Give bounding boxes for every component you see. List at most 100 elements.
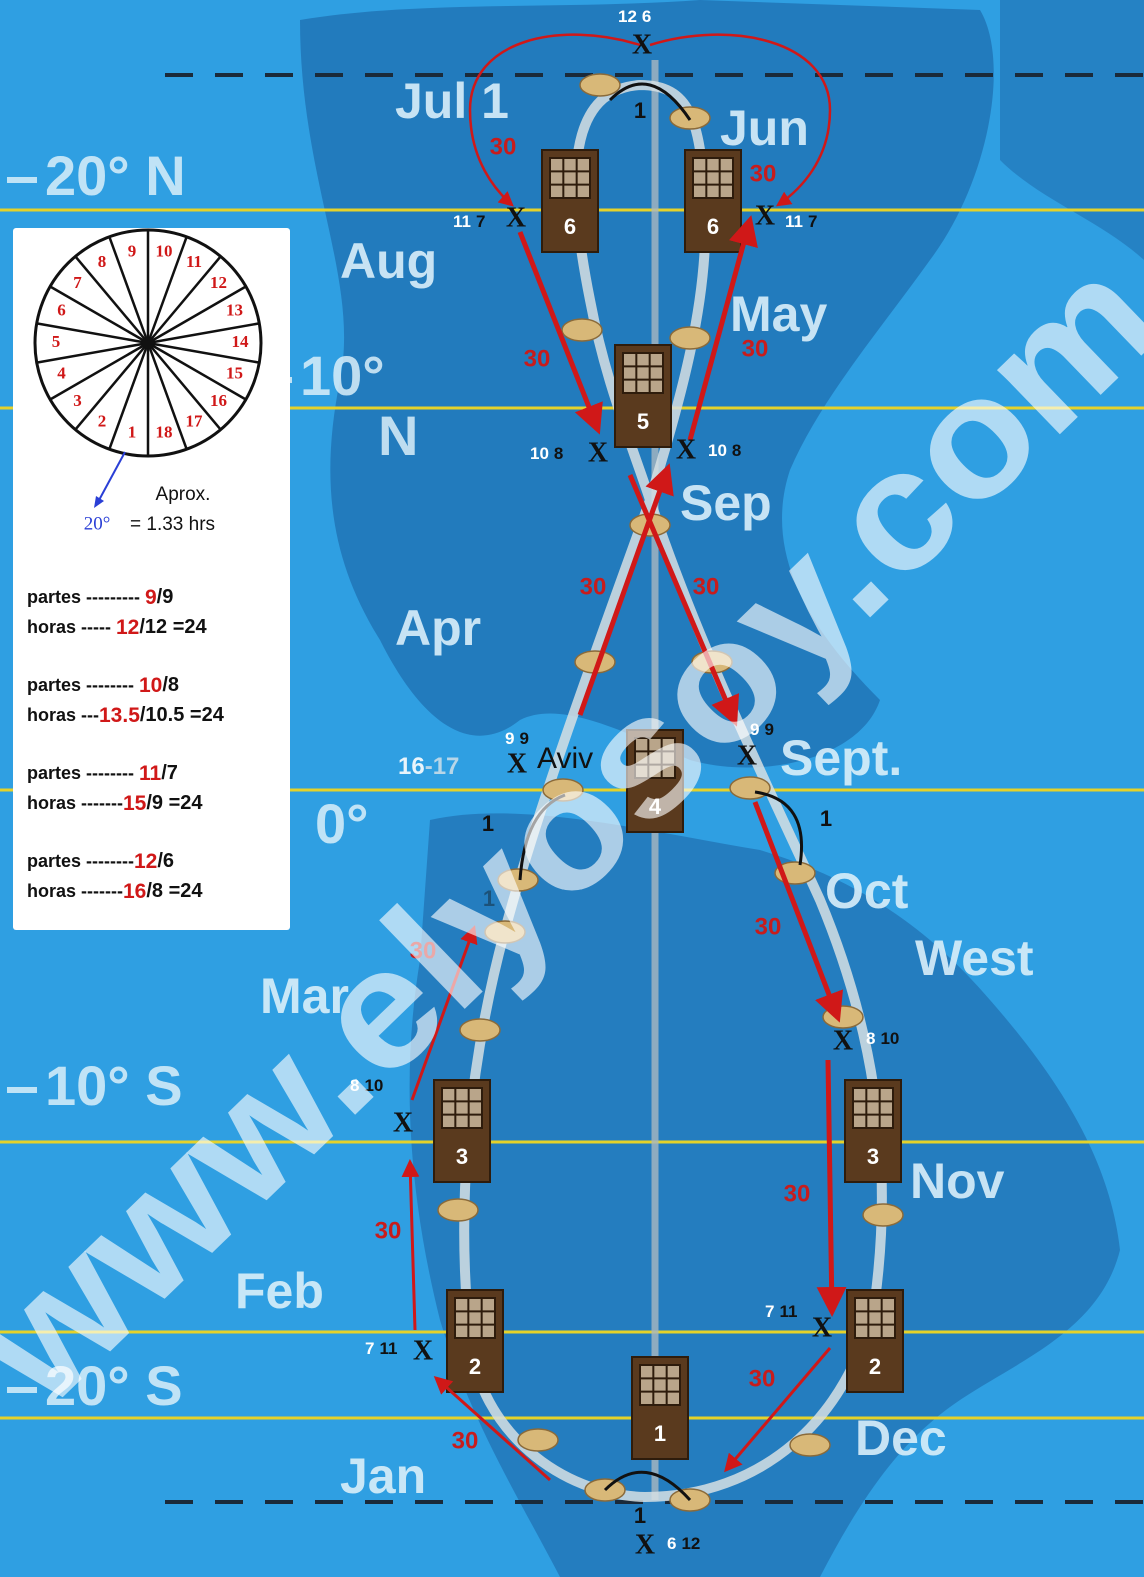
marker-oval	[580, 74, 620, 96]
x-mark: X	[635, 1529, 655, 1560]
x-label-first: 9	[505, 729, 514, 748]
latitude-label: N	[378, 404, 418, 467]
horas-rest: /10.5 =24	[140, 704, 225, 726]
door: 3	[845, 1080, 901, 1182]
wheel-number: 14	[232, 332, 250, 351]
marker-oval	[518, 1429, 558, 1451]
day-range: 16-17	[398, 753, 459, 780]
partes-line: partes --------12/6	[27, 850, 174, 873]
door-window	[693, 158, 733, 198]
month-label: May	[730, 286, 827, 342]
wheel-number: 5	[52, 332, 61, 351]
partes-red: 10	[139, 674, 162, 697]
x-mark-label: 8 10	[866, 1029, 899, 1048]
step-label: 1	[820, 806, 832, 831]
month-label: Sept.	[780, 730, 902, 786]
horas-line: horas ---13.5/10.5 =24	[27, 704, 225, 727]
horas-red: 12	[116, 616, 139, 639]
partes-red: 11	[139, 762, 162, 785]
day-range-start: 16	[398, 753, 425, 780]
diagram: 66543322120° N10°N0°10° S20° SJul 1JunAu…	[0, 0, 1144, 1577]
wheel-number: 10	[155, 241, 172, 260]
marker-oval	[863, 1204, 903, 1226]
wheel-number: 17	[186, 412, 204, 431]
door-window	[623, 353, 663, 393]
month-label: Aug	[340, 233, 437, 289]
door-number: 3	[867, 1144, 879, 1169]
partes-line: partes -------- 11/7	[27, 762, 178, 785]
x-label-second: 10	[880, 1029, 899, 1048]
x-label-second: 8	[554, 444, 563, 463]
month-label: Jun	[720, 100, 809, 156]
x-label-first: 7	[365, 1339, 374, 1358]
x-mark-label: 117	[785, 212, 817, 231]
x-label-second: 11	[779, 1302, 797, 1321]
x-mark: X	[755, 200, 775, 231]
degrees-label: 20°	[84, 513, 111, 534]
wheel-number: 4	[57, 363, 66, 382]
day-count: 30	[749, 1365, 776, 1392]
x-label-first: 10	[708, 441, 727, 460]
x-mark: X	[506, 202, 526, 233]
door-number: 2	[869, 1354, 881, 1379]
wheel-hub	[142, 337, 154, 349]
partes-label: partes --------	[27, 675, 139, 695]
x-mark: X	[632, 29, 652, 60]
partes-line: partes --------- 9/9	[27, 586, 173, 609]
day-count: 30	[524, 345, 551, 372]
x-mark-label: 108	[708, 441, 741, 460]
horas-line: horas -------16/8 =24	[27, 880, 203, 903]
door-number: 2	[469, 1354, 481, 1379]
day-range-end: -17	[425, 753, 460, 780]
x-label-first: 11	[453, 212, 471, 231]
x-label-first: 6	[667, 1534, 676, 1553]
day-count: 30	[755, 913, 782, 940]
horas-red: 15	[123, 792, 147, 815]
door-window	[640, 1365, 680, 1405]
horas-red: 16	[123, 880, 146, 903]
wheel-number: 13	[226, 300, 243, 319]
month-label: Dec	[855, 1410, 947, 1466]
door: 6	[542, 150, 598, 252]
x-label-second: 7	[476, 212, 485, 231]
x-label-first: 8	[866, 1029, 875, 1048]
door: 2	[447, 1290, 503, 1392]
latitude-label: 0°	[315, 792, 369, 855]
partes-label: partes ---------	[27, 587, 145, 607]
step-label: 1	[634, 1503, 646, 1528]
partes-rest: /7	[161, 762, 178, 784]
day-count: 30	[452, 1427, 479, 1454]
horas-line: horas ----- 12/12 =24	[27, 616, 208, 639]
x-mark-label: 11 7	[453, 212, 485, 231]
marker-oval	[438, 1199, 478, 1221]
horas-red: 13.5	[99, 704, 140, 727]
marker-oval	[670, 327, 710, 349]
x-label-second: 12	[681, 1534, 700, 1553]
partes-red: 12	[134, 850, 157, 873]
wheel-number: 6	[57, 300, 66, 319]
day-count: 30	[784, 1180, 811, 1207]
x-mark-label: 711	[765, 1302, 797, 1321]
partes-rest: /6	[157, 850, 174, 872]
wheel-number: 16	[210, 391, 227, 410]
x-label-first: 10	[530, 444, 549, 463]
door-window	[442, 1088, 482, 1128]
door: 5	[615, 345, 671, 447]
x-mark-label: 10 8	[530, 444, 563, 463]
door-window	[455, 1298, 495, 1338]
horas-rest: /8 =24	[146, 880, 203, 902]
step-label: 1	[634, 98, 646, 123]
door-number: 5	[637, 409, 649, 434]
horas-label: horas -----	[27, 617, 116, 637]
door: 1	[632, 1357, 688, 1459]
wheel-number: 18	[155, 423, 172, 442]
x-mark: X	[833, 1025, 853, 1056]
x-mark-label: 6 12	[667, 1534, 700, 1553]
door: 3	[434, 1080, 490, 1182]
door: 6	[685, 150, 741, 252]
partes-label: partes --------	[27, 763, 139, 783]
door-number: 3	[456, 1144, 468, 1169]
x-label-first: 11	[785, 212, 803, 231]
